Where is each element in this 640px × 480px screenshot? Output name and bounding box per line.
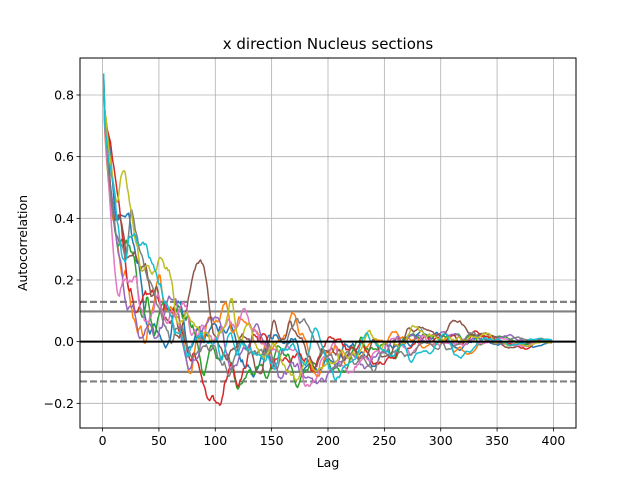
x-tick-label: 300 [429,433,453,448]
x-tick-label: 150 [260,433,284,448]
x-tick-label: 0 [99,433,107,448]
y-tick-label: 0.2 [54,273,74,288]
x-tick-label: 400 [542,433,566,448]
y-tick-label: 0.8 [54,88,74,103]
series-lines [102,73,554,406]
x-tick-label: 100 [203,433,227,448]
y-tick-label: 0.6 [54,149,74,164]
chart-title: x direction Nucleus sections [223,35,434,53]
x-tick-label: 250 [372,433,396,448]
y-axis-title: Autocorrelation [15,195,30,291]
y-tick-label: 0.4 [54,211,74,226]
series-line-section-9 [102,82,554,381]
y-axis-ticks: −0.2 0.0 0.2 0.4 0.6 0.8 [44,88,80,411]
x-tick-label: 50 [151,433,167,448]
x-axis-title: Lag [317,455,340,470]
series-line-section-8 [102,85,554,378]
y-tick-label: −0.2 [44,396,74,411]
series-line-section-6 [102,82,554,375]
x-tick-label: 350 [485,433,509,448]
y-tick-label: 0.0 [54,334,74,349]
series-line-section-4 [102,79,554,406]
x-axis-ticks: 0 50 100 150 200 250 300 350 400 [99,428,566,448]
x-tick-label: 200 [316,433,340,448]
